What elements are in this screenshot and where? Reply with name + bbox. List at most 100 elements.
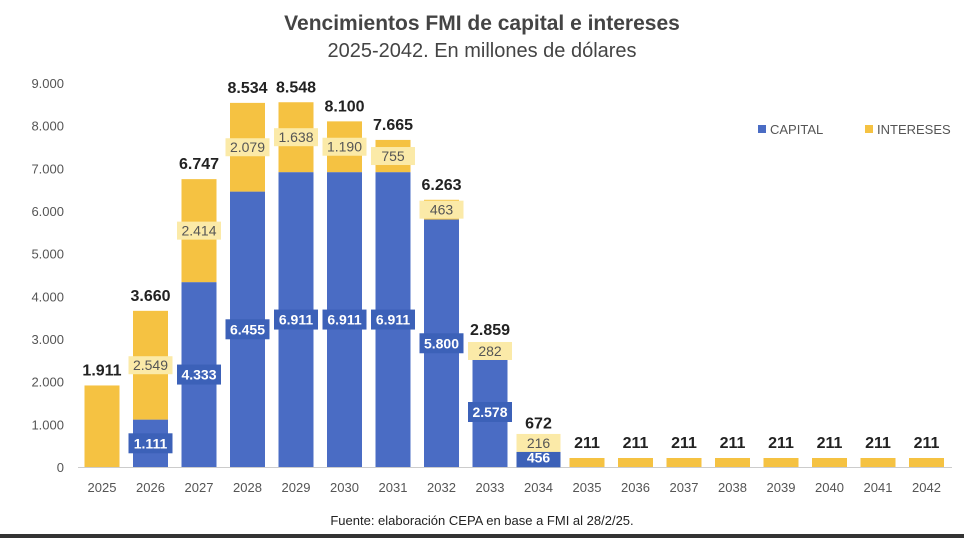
x-tick-label: 2036 bbox=[621, 480, 650, 495]
data-label-capital: 6.911 bbox=[376, 312, 410, 328]
data-label-intereses: 216 bbox=[527, 435, 551, 451]
data-label-total: 7.665 bbox=[373, 117, 413, 134]
data-label-intereses: 755 bbox=[381, 148, 405, 164]
data-label-intereses: 2.079 bbox=[230, 139, 265, 155]
label-box-intereses bbox=[419, 200, 464, 219]
x-tick-label: 2033 bbox=[476, 480, 505, 495]
y-tick-label: 5.000 bbox=[31, 247, 64, 262]
bar-intereses bbox=[666, 457, 702, 467]
data-label-total: 211 bbox=[865, 435, 891, 452]
x-tick-label: 2038 bbox=[718, 480, 747, 495]
data-label-capital: 5.800 bbox=[424, 335, 459, 351]
data-label-total: 6.747 bbox=[179, 156, 219, 173]
data-label-capital: 6.455 bbox=[230, 321, 265, 337]
x-tick-label: 2026 bbox=[136, 480, 165, 495]
data-label-intereses: 1.638 bbox=[278, 129, 313, 145]
y-tick-label: 7.000 bbox=[31, 161, 64, 176]
data-label-intereses: 463 bbox=[430, 202, 454, 218]
label-box-intereses bbox=[177, 221, 221, 240]
y-tick-label: 6.000 bbox=[31, 204, 64, 219]
data-label-total: 211 bbox=[720, 435, 746, 452]
bar-intereses bbox=[84, 385, 120, 467]
data-label-total: 211 bbox=[768, 435, 794, 452]
legend-swatch-capital bbox=[758, 125, 766, 133]
legend-label-intereses: INTERESES bbox=[877, 122, 951, 137]
bottom-border bbox=[0, 534, 964, 538]
label-box-capital bbox=[516, 447, 561, 468]
label-box-intereses bbox=[128, 356, 173, 375]
data-label-total: 8.548 bbox=[276, 79, 316, 96]
y-tick-label: 4.000 bbox=[31, 289, 64, 304]
y-tick-label: 2.000 bbox=[31, 375, 64, 390]
chart-source: Fuente: elaboración CEPA en base a FMI a… bbox=[330, 513, 634, 528]
data-label-intereses: 1.190 bbox=[327, 139, 362, 155]
label-box-capital bbox=[468, 402, 512, 423]
bar-intereses bbox=[618, 457, 653, 467]
label-box-capital bbox=[322, 309, 367, 330]
x-tick-label: 2029 bbox=[282, 480, 311, 495]
data-label-total: 211 bbox=[623, 435, 649, 452]
data-label-total: 3.660 bbox=[130, 288, 170, 305]
data-label-capital: 6.911 bbox=[279, 312, 313, 328]
bar-intereses bbox=[715, 457, 750, 467]
x-tick-label: 2041 bbox=[864, 480, 893, 495]
bar-intereses bbox=[763, 457, 799, 467]
label-box-capital bbox=[419, 333, 464, 354]
label-box-capital bbox=[225, 319, 270, 340]
bar-intereses bbox=[569, 457, 605, 467]
data-label-intereses: 2.549 bbox=[133, 357, 168, 373]
data-label-capital: 2.578 bbox=[472, 404, 507, 420]
data-label-capital: 1.111 bbox=[134, 435, 168, 451]
data-label-total: 672 bbox=[525, 415, 552, 432]
data-label-capital: 6.911 bbox=[327, 312, 361, 328]
y-tick-label: 8.000 bbox=[31, 119, 64, 134]
legend-label-capital: CAPITAL bbox=[770, 122, 823, 137]
data-label-total: 211 bbox=[671, 435, 697, 452]
x-tick-label: 2027 bbox=[185, 480, 214, 495]
data-label-total: 211 bbox=[914, 435, 940, 452]
label-box-capital bbox=[128, 433, 173, 454]
x-tick-label: 2037 bbox=[670, 480, 699, 495]
x-tick-label: 2034 bbox=[524, 480, 553, 495]
data-label-total: 6.263 bbox=[421, 177, 461, 194]
data-label-capital: 4.333 bbox=[181, 367, 216, 383]
x-tick-label: 2040 bbox=[815, 480, 844, 495]
x-tick-label: 2025 bbox=[88, 480, 117, 495]
x-tick-label: 2042 bbox=[912, 480, 941, 495]
x-tick-label: 2030 bbox=[330, 480, 359, 495]
stacked-bar-chart: 0 1.000 2.000 3.000 4.000 5.000 6.000 7.000 8.00… bbox=[31, 76, 952, 495]
label-box-intereses bbox=[516, 433, 561, 452]
y-tick-label: 0 bbox=[57, 460, 64, 475]
data-label-intereses: 2.414 bbox=[181, 223, 216, 239]
label-box-intereses bbox=[225, 138, 270, 157]
y-tick-label: 9.000 bbox=[31, 76, 64, 91]
x-tick-label: 2039 bbox=[767, 480, 796, 495]
label-box-intereses bbox=[371, 147, 415, 166]
chart-subtitle: 2025-2042. En millones de dólares bbox=[327, 40, 637, 62]
x-tick-label: 2031 bbox=[379, 480, 408, 495]
chart-title: Vencimientos FMI de capital e intereses bbox=[284, 12, 680, 35]
label-box-intereses bbox=[274, 128, 318, 147]
label-box-capital bbox=[274, 309, 318, 330]
data-label-total: 211 bbox=[574, 435, 600, 452]
data-label-total: 211 bbox=[817, 435, 843, 452]
data-label-intereses: 282 bbox=[478, 343, 502, 359]
x-tick-label: 2035 bbox=[573, 480, 602, 495]
label-box-intereses bbox=[468, 341, 512, 360]
label-box-intereses bbox=[322, 137, 367, 156]
bar-intereses bbox=[812, 457, 847, 467]
x-tick-label: 2032 bbox=[427, 480, 456, 495]
bar-intereses bbox=[909, 457, 944, 467]
y-tick-label: 3.000 bbox=[31, 332, 64, 347]
data-label-total: 8.534 bbox=[227, 80, 267, 97]
data-label-capital: 456 bbox=[527, 449, 551, 465]
bar-intereses bbox=[860, 457, 896, 467]
data-label-total: 2.859 bbox=[470, 322, 510, 339]
data-label-total: 1.911 bbox=[82, 362, 121, 379]
label-box-capital bbox=[177, 364, 221, 385]
y-tick-label: 1.000 bbox=[31, 417, 64, 432]
label-box-capital bbox=[371, 309, 415, 330]
data-label-total: 8.100 bbox=[324, 98, 364, 115]
x-tick-label: 2028 bbox=[233, 480, 262, 495]
legend-swatch-intereses bbox=[865, 125, 873, 133]
